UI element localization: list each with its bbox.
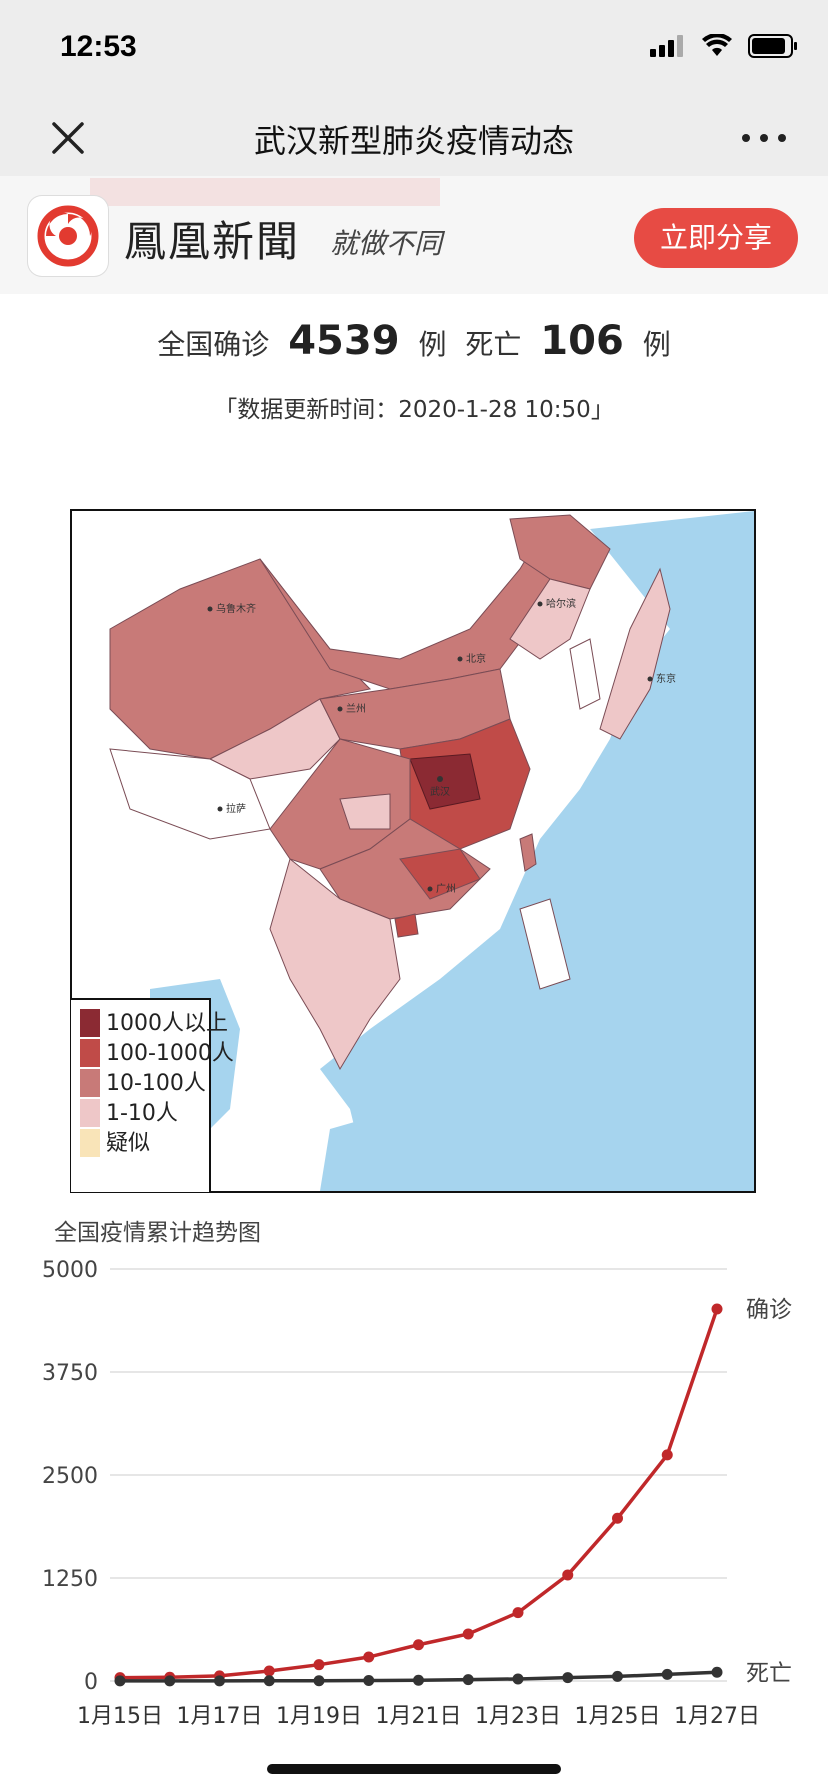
sea-south: [320, 1109, 430, 1191]
data-point: [512, 1673, 524, 1685]
y-tick-label: 5000: [42, 1258, 98, 1283]
data-point: [462, 1628, 474, 1640]
data-point: [711, 1666, 723, 1678]
region-guangdong: [399, 848, 481, 900]
region-taiwan: [519, 833, 537, 872]
death-unit: 例: [642, 328, 671, 361]
x-tick-label: 1月19日: [276, 1704, 362, 1729]
phoenix-logo-icon: [37, 205, 99, 267]
data-point: [562, 1569, 574, 1581]
region-jilin-liaoning: [509, 578, 591, 660]
city-label-wuhan: 武汉: [430, 785, 450, 798]
x-tick-label: 1月15日: [77, 1704, 163, 1729]
region-hainan: [394, 913, 419, 938]
signal-icon: [650, 35, 683, 57]
region-indochina: [269, 858, 401, 1071]
city-markers: 武汉 哈尔滨 乌鲁木齐 拉萨 北京 广州 兰州 东京: [207, 597, 676, 895]
region-korea: [569, 638, 601, 710]
data-point: [114, 1675, 126, 1687]
city-label-lanzhou: 兰州: [346, 702, 366, 715]
city-label-urumqi: 乌鲁木齐: [216, 602, 256, 615]
legend-label-100-1000: 100-1000人: [106, 1041, 234, 1066]
data-point: [214, 1675, 225, 1687]
data-point: [363, 1675, 375, 1687]
series-label: 确诊: [746, 1297, 792, 1323]
region-guizhou: [339, 793, 391, 830]
data-point: [164, 1675, 176, 1687]
data-point: [562, 1672, 574, 1684]
confirmed-unit: 例: [418, 328, 447, 361]
series-label: 死亡: [746, 1660, 792, 1686]
city-label-harbin: 哈尔滨: [546, 597, 576, 610]
x-tick-label: 1月23日: [475, 1704, 561, 1729]
y-tick-label: 0: [84, 1670, 98, 1695]
trend-chart: 5000 3750 2500 1250 0 1月15日 1月17日 1月19日 1月21日 1月2…: [42, 1258, 792, 1729]
region-philippines: [519, 898, 571, 990]
data-point: [711, 1303, 723, 1315]
epidemic-map: 武汉 哈尔滨 乌鲁木齐 拉萨 北京 广州 兰州 东京 1000人以上 100-1…: [70, 509, 756, 1193]
more-icon[interactable]: [736, 120, 792, 156]
data-point: [512, 1607, 524, 1619]
data-point: [413, 1639, 424, 1651]
death-count: 106: [540, 318, 624, 364]
status-time: 12:53: [60, 30, 137, 63]
wifi-icon: [702, 34, 732, 56]
legend-label-10-100: 10-100人: [106, 1071, 206, 1096]
chart-title: 全国疫情累计趋势图: [54, 1220, 261, 1246]
x-tick-label: 1月21日: [376, 1704, 462, 1729]
banner-background-graphic: [90, 178, 440, 206]
confirmed-label: 全国确诊: [157, 328, 270, 361]
brand-name: 鳳凰新聞: [124, 217, 301, 266]
x-tick-label: 1月17日: [177, 1704, 263, 1729]
map-legend: 1000人以上 100-1000人 10-100人 1-10人 疑似: [70, 998, 234, 1193]
page-title: 武汉新型肺炎疫情动态: [253, 122, 574, 160]
battery-icon: [748, 34, 797, 58]
data-point: [612, 1670, 623, 1682]
data-point: [263, 1665, 275, 1677]
data-point: [363, 1651, 375, 1663]
city-label-beijing: 北京: [466, 652, 486, 665]
region-japan: [599, 567, 671, 740]
legend-label-1000plus: 1000人以上: [106, 1011, 228, 1036]
status-bar: 12:53: [0, 0, 828, 100]
data-point: [313, 1659, 325, 1671]
city-label-guangzhou: 广州: [436, 883, 456, 895]
y-tick-label: 1250: [42, 1567, 98, 1592]
update-time: 「数据更新时间：2020-1-28 10:50」: [214, 397, 614, 423]
region-hubei: [409, 753, 481, 810]
ifeng-logo: [28, 196, 108, 276]
home-indicator: [267, 1764, 561, 1774]
x-tick-label: 1月25日: [575, 1704, 661, 1729]
city-label-tokyo: 东京: [656, 672, 676, 685]
data-point: [612, 1512, 623, 1524]
series-line-确诊: [119, 1308, 719, 1680]
x-tick-label: 1月27日: [674, 1704, 760, 1729]
share-button[interactable]: 立即分享: [634, 208, 798, 268]
brand-slogan: 就做不同: [330, 227, 443, 260]
data-point: [263, 1675, 275, 1687]
data-point: [661, 1668, 673, 1680]
y-tick-label: 3750: [42, 1361, 98, 1386]
y-tick-label: 2500: [42, 1464, 98, 1489]
legend-label-1-10: 1-10人: [106, 1101, 178, 1126]
data-point: [413, 1674, 424, 1686]
death-label: 死亡: [465, 328, 522, 361]
data-point: [313, 1675, 325, 1687]
data-point: [462, 1674, 474, 1686]
data-point: [661, 1449, 673, 1461]
nav-bar: 武汉新型肺炎疫情动态: [0, 100, 828, 176]
close-icon[interactable]: [44, 114, 92, 162]
confirmed-count: 4539: [288, 318, 400, 364]
summary-stats: 全国确诊 4539 例 死亡 106 例: [0, 318, 828, 364]
legend-label-suspected: 疑似: [106, 1131, 150, 1156]
city-label-lhasa: 拉萨: [226, 802, 246, 815]
